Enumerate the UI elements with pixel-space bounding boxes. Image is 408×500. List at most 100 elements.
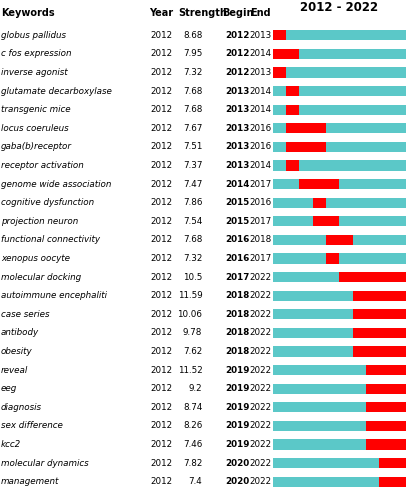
Text: 2014: 2014 bbox=[225, 180, 250, 188]
Text: 2022: 2022 bbox=[249, 328, 271, 338]
Bar bbox=[313, 216, 339, 226]
Text: 10.5: 10.5 bbox=[183, 272, 202, 281]
Text: 2019: 2019 bbox=[225, 403, 250, 412]
Bar bbox=[339, 272, 406, 282]
Text: 2012: 2012 bbox=[150, 86, 172, 96]
Bar bbox=[273, 142, 406, 152]
Bar bbox=[273, 476, 406, 487]
Text: 7.68: 7.68 bbox=[183, 236, 202, 244]
Text: 7.86: 7.86 bbox=[183, 198, 202, 207]
Text: 2022: 2022 bbox=[249, 291, 271, 300]
Bar bbox=[273, 160, 406, 170]
Text: 2012: 2012 bbox=[150, 384, 172, 393]
Text: 2012: 2012 bbox=[150, 142, 172, 152]
Text: 2022: 2022 bbox=[249, 347, 271, 356]
Text: Keywords: Keywords bbox=[1, 8, 54, 18]
Bar bbox=[286, 104, 299, 115]
Text: 2018: 2018 bbox=[225, 310, 250, 319]
Text: 2012: 2012 bbox=[150, 291, 172, 300]
Text: 7.32: 7.32 bbox=[183, 254, 202, 263]
Text: 2013: 2013 bbox=[249, 68, 271, 77]
Text: cognitive dysfunction: cognitive dysfunction bbox=[1, 198, 94, 207]
Text: 2012: 2012 bbox=[150, 124, 172, 133]
Text: projection neuron: projection neuron bbox=[1, 217, 78, 226]
Text: 2022: 2022 bbox=[249, 422, 271, 430]
Text: 11.52: 11.52 bbox=[177, 366, 202, 374]
Text: reveal: reveal bbox=[1, 366, 28, 374]
Text: 2012: 2012 bbox=[150, 68, 172, 77]
Text: 7.68: 7.68 bbox=[183, 105, 202, 114]
Bar bbox=[353, 290, 406, 301]
Text: 2016: 2016 bbox=[249, 142, 271, 152]
Text: locus coeruleus: locus coeruleus bbox=[1, 124, 69, 133]
Text: 7.82: 7.82 bbox=[183, 458, 202, 468]
Text: 7.62: 7.62 bbox=[183, 347, 202, 356]
Text: 7.67: 7.67 bbox=[183, 124, 202, 133]
Text: antibody: antibody bbox=[1, 328, 39, 338]
Text: 2022: 2022 bbox=[249, 477, 271, 486]
Text: 7.37: 7.37 bbox=[183, 161, 202, 170]
Text: 2012: 2012 bbox=[150, 328, 172, 338]
Text: 2018: 2018 bbox=[225, 291, 250, 300]
Text: 9.2: 9.2 bbox=[189, 384, 202, 393]
Bar bbox=[366, 402, 406, 412]
Text: 2012: 2012 bbox=[150, 310, 172, 319]
Text: 8.74: 8.74 bbox=[183, 403, 202, 412]
Bar bbox=[273, 365, 406, 375]
Bar bbox=[353, 346, 406, 356]
Text: 2018: 2018 bbox=[225, 347, 250, 356]
Text: 2019: 2019 bbox=[225, 384, 250, 393]
Text: 2012: 2012 bbox=[150, 180, 172, 188]
Text: 2019: 2019 bbox=[225, 440, 250, 449]
Bar bbox=[273, 68, 406, 78]
Text: 2012: 2012 bbox=[150, 272, 172, 281]
Text: Begin: Begin bbox=[222, 8, 253, 18]
Text: 7.46: 7.46 bbox=[183, 440, 202, 449]
Text: autoimmune encephaliti: autoimmune encephaliti bbox=[1, 291, 107, 300]
Text: 2022: 2022 bbox=[249, 384, 271, 393]
Text: gaba(b)receptor: gaba(b)receptor bbox=[1, 142, 72, 152]
Text: genome wide association: genome wide association bbox=[1, 180, 111, 188]
Text: 2012: 2012 bbox=[150, 422, 172, 430]
Text: 2012: 2012 bbox=[150, 105, 172, 114]
Text: 2014: 2014 bbox=[249, 86, 271, 96]
Text: 2019: 2019 bbox=[225, 366, 250, 374]
Bar bbox=[273, 68, 286, 78]
Text: 2015: 2015 bbox=[225, 217, 250, 226]
Bar bbox=[286, 123, 326, 134]
Text: xenopus oocyte: xenopus oocyte bbox=[1, 254, 70, 263]
Bar bbox=[286, 160, 299, 170]
Text: 8.68: 8.68 bbox=[183, 31, 202, 40]
Text: 2015: 2015 bbox=[225, 198, 250, 207]
Text: glutamate decarboxylase: glutamate decarboxylase bbox=[1, 86, 112, 96]
Text: 2012: 2012 bbox=[150, 477, 172, 486]
Bar bbox=[273, 309, 406, 320]
Text: 9.78: 9.78 bbox=[183, 328, 202, 338]
Text: Year: Year bbox=[149, 8, 173, 18]
Text: 2022: 2022 bbox=[249, 366, 271, 374]
Bar bbox=[273, 198, 406, 208]
Text: 2014: 2014 bbox=[249, 161, 271, 170]
Bar bbox=[273, 402, 406, 412]
Text: 2018: 2018 bbox=[225, 328, 250, 338]
Bar bbox=[273, 235, 406, 245]
Bar bbox=[273, 384, 406, 394]
Text: obesity: obesity bbox=[1, 347, 33, 356]
Text: c fos expression: c fos expression bbox=[1, 50, 71, 58]
Text: 2020: 2020 bbox=[225, 477, 250, 486]
Text: 2012: 2012 bbox=[150, 31, 172, 40]
Text: 2017: 2017 bbox=[249, 180, 271, 188]
Text: 2017: 2017 bbox=[225, 272, 250, 281]
Bar bbox=[366, 440, 406, 450]
Bar bbox=[366, 365, 406, 375]
Text: 2013: 2013 bbox=[225, 105, 250, 114]
Text: kcc2: kcc2 bbox=[1, 440, 21, 449]
Text: 2012: 2012 bbox=[150, 458, 172, 468]
Text: 2012: 2012 bbox=[150, 440, 172, 449]
Text: 2012: 2012 bbox=[150, 403, 172, 412]
Bar bbox=[273, 49, 299, 59]
Bar bbox=[366, 421, 406, 431]
Bar bbox=[273, 328, 406, 338]
Text: 2017: 2017 bbox=[249, 217, 271, 226]
Text: case series: case series bbox=[1, 310, 49, 319]
